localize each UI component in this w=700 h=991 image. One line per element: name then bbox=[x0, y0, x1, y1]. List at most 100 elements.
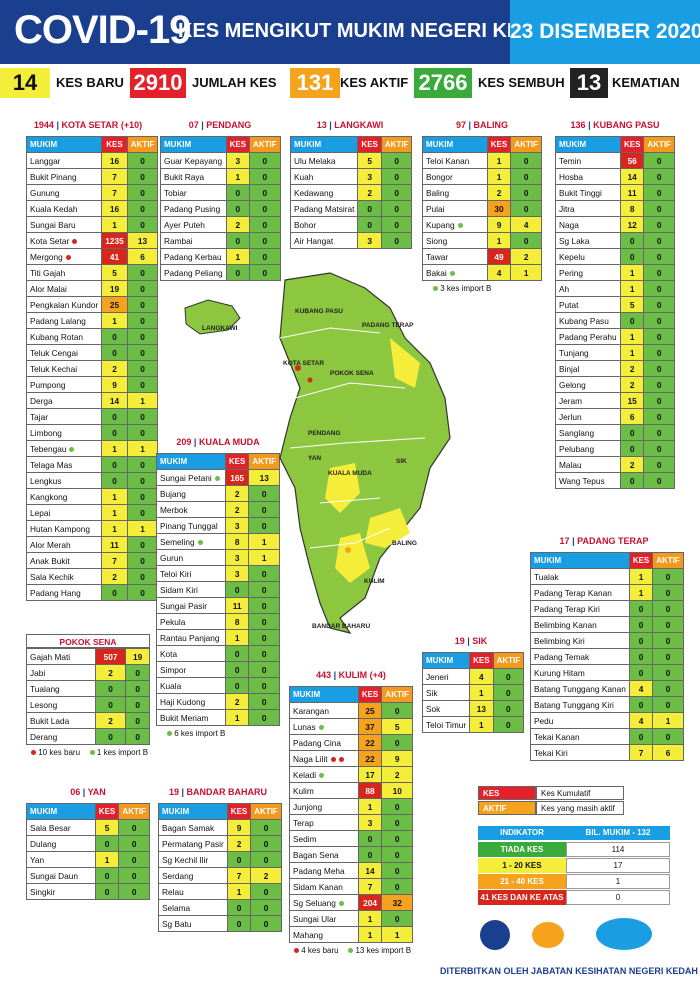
kes-value: 0 bbox=[224, 661, 250, 678]
district-count: 1944 bbox=[33, 120, 54, 130]
aktif-value: 0 bbox=[126, 328, 159, 345]
col-header-mukim: MUKIM bbox=[158, 803, 228, 820]
import-case-dot bbox=[214, 475, 220, 481]
mukim-name: Sg Seluang bbox=[289, 894, 359, 911]
mukim-name: Padang Pusing bbox=[160, 200, 227, 217]
campaign-logo bbox=[532, 922, 564, 948]
kes-value: 49 bbox=[486, 248, 512, 265]
aktif-value: 32 bbox=[381, 894, 413, 911]
aktif-value: 6 bbox=[652, 744, 684, 761]
kes-value: 41 bbox=[101, 248, 128, 265]
header-bar: COVID-19 KES MENGIKUT MUKIM NEGERI KEDAH… bbox=[0, 0, 700, 64]
legend-aktif-swatch: AKTIF bbox=[478, 801, 536, 815]
kes-value: 14 bbox=[619, 168, 645, 185]
mukim-name: Kepelu bbox=[555, 248, 621, 265]
kes-value: 2 bbox=[94, 712, 127, 729]
kes-value: 22 bbox=[357, 734, 383, 751]
kes-value: 2 bbox=[224, 485, 250, 502]
table-row: Jabi 2 0 bbox=[26, 664, 150, 681]
mukim-name: Padang Terap Kanan bbox=[530, 584, 630, 601]
import-case-dot bbox=[449, 270, 455, 276]
table-row: Bukit Tinggi 11 0 bbox=[555, 184, 675, 201]
aktif-value: 0 bbox=[380, 184, 413, 201]
kes-value: 0 bbox=[619, 312, 645, 329]
aktif-value: 0 bbox=[381, 878, 413, 895]
table-row: Kulim 88 10 bbox=[289, 782, 413, 799]
kes-value: 25 bbox=[357, 702, 383, 719]
kes-value: 12 bbox=[619, 216, 645, 233]
mukim-name: Naga bbox=[555, 216, 621, 233]
table-row: Pering 1 0 bbox=[555, 264, 675, 281]
mukim-name: Pengkalan Kundor bbox=[25, 296, 103, 313]
mukim-name: Teluk Kechai bbox=[25, 360, 103, 377]
kes-value: 14 bbox=[101, 392, 128, 409]
district-title: 1944 | KOTA SETAR (+10) bbox=[33, 120, 143, 130]
mukim-name: Jitra bbox=[555, 200, 621, 217]
kes-value: 0 bbox=[357, 216, 382, 233]
table-row: Gelong 2 0 bbox=[555, 376, 675, 393]
kes-value: 2 bbox=[357, 184, 382, 201]
kes-value: 0 bbox=[225, 232, 251, 249]
mukim-name: Sg Laka bbox=[555, 232, 621, 249]
aktif-value: 0 bbox=[125, 712, 150, 729]
kes-value: 1 bbox=[225, 248, 251, 265]
aktif-value: 0 bbox=[126, 552, 159, 569]
col-header-mukim: MUKIM bbox=[289, 686, 359, 703]
kes-value: 0 bbox=[224, 677, 250, 694]
col-header-mukim: MUKIM bbox=[555, 136, 621, 153]
mukim-name: Pulai bbox=[422, 200, 488, 217]
aktif-value: 0 bbox=[125, 680, 150, 697]
indicator-label: 21 - 40 KES bbox=[478, 874, 566, 889]
indicator-value: 0 bbox=[566, 890, 670, 905]
table-row: Teluk Cengai 0 0 bbox=[25, 344, 159, 361]
table-row: Padang Hang 0 0 bbox=[25, 584, 159, 601]
col-header-aktif: AKTIF bbox=[250, 803, 282, 820]
aktif-value: 0 bbox=[126, 216, 159, 233]
kes-value: 0 bbox=[628, 664, 654, 681]
aktif-value: 0 bbox=[492, 668, 525, 685]
mukim-name: Bongor bbox=[422, 168, 488, 185]
table-row: Siong 1 0 bbox=[422, 232, 542, 249]
mukim-name: Bukit Raya bbox=[160, 168, 227, 185]
table-row: Kota 0 0 bbox=[156, 645, 280, 662]
aktif-value: 0 bbox=[126, 424, 159, 441]
col-header-kes: KES bbox=[619, 136, 645, 153]
district-table-padang_terap: MUKIM KES AKTIF Tualak 1 0 Padang Terap Kanan 1… bbox=[530, 552, 684, 761]
mukim-name: Guar Kepayang bbox=[160, 152, 227, 169]
footer-credit: DITERBITKAN OLEH JABATAN KESIHATAN NEGER… bbox=[440, 966, 698, 976]
aktif-value: 0 bbox=[381, 814, 413, 831]
aktif-value: 0 bbox=[249, 168, 281, 185]
kes-value: 7 bbox=[101, 168, 128, 185]
district-name: LANGKAWI bbox=[334, 120, 384, 130]
aktif-value: 0 bbox=[248, 661, 280, 678]
kes-value: 1 bbox=[94, 851, 120, 868]
aktif-value: 9 bbox=[381, 750, 413, 767]
mukim-name: Padang Kerbau bbox=[160, 248, 227, 265]
kes-value: 14 bbox=[357, 862, 383, 879]
aktif-value: 0 bbox=[652, 664, 684, 681]
kes-value: 1 bbox=[226, 883, 252, 900]
aktif-value: 0 bbox=[643, 200, 675, 217]
mukim-name: Gunung bbox=[25, 184, 103, 201]
kes-value: 1 bbox=[101, 440, 128, 457]
map-label: BALING bbox=[392, 540, 417, 547]
table-row: Sala Besar 5 0 bbox=[26, 819, 150, 836]
table-row: Kurung Hitam 0 0 bbox=[530, 664, 684, 681]
mukim-name: Bukit Tinggi bbox=[555, 184, 621, 201]
col-header-kes: KES bbox=[224, 453, 250, 470]
mukim-name: Kota Setar bbox=[25, 232, 103, 249]
aktif-value: 0 bbox=[126, 344, 159, 361]
table-row: Teloi Timur 1 0 bbox=[421, 716, 525, 733]
mukim-name: Sungai Daun bbox=[26, 867, 96, 884]
kes-value: 5 bbox=[101, 264, 128, 281]
aktif-value: 0 bbox=[248, 677, 280, 694]
table-row: Limbong 0 0 bbox=[25, 424, 159, 441]
mukim-name: Kurung Hitam bbox=[530, 664, 630, 681]
kes-value: 16 bbox=[101, 152, 128, 169]
table-row: Merbok 2 0 bbox=[156, 501, 280, 518]
kes-value: 0 bbox=[101, 408, 128, 425]
aktif-value: 0 bbox=[125, 696, 150, 713]
table-row: Kupang 9 4 bbox=[422, 216, 542, 233]
kes-value: 0 bbox=[628, 728, 654, 745]
table-row: Batang Tunggang Kiri 0 0 bbox=[530, 696, 684, 713]
